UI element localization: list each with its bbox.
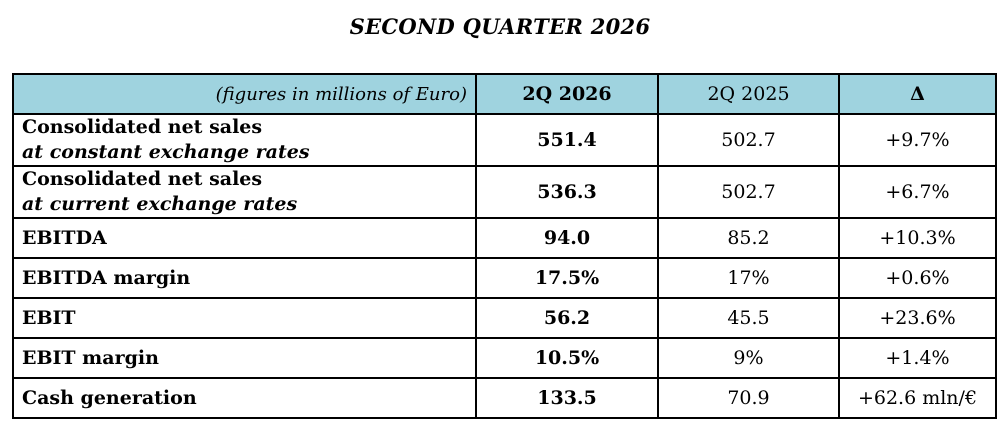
row-label-main: Consolidated net sales	[22, 168, 263, 190]
previous-value: 85.2	[657, 217, 840, 259]
row-label: Consolidated net sales at current exchan…	[12, 165, 477, 219]
row-label: EBITDA margin	[12, 257, 477, 299]
header-units-label: (figures in millions of Euro)	[12, 73, 477, 115]
header-delta: Δ	[838, 73, 997, 115]
previous-value: 70.9	[657, 377, 840, 419]
previous-value: 45.5	[657, 297, 840, 339]
current-value: 94.0	[475, 217, 659, 259]
header-previous-period: 2Q 2025	[657, 73, 840, 115]
header-current-period: 2Q 2026	[475, 73, 659, 115]
row-label: EBIT margin	[12, 337, 477, 379]
row-label: EBIT	[12, 297, 477, 339]
delta-value: +1.4%	[838, 337, 997, 379]
current-value: 17.5%	[475, 257, 659, 299]
current-value: 10.5%	[475, 337, 659, 379]
delta-value: +0.6%	[838, 257, 997, 299]
table-row: Consolidated net sales at constant excha…	[12, 113, 997, 167]
table-row: Cash generation 133.5 70.9 +62.6 mln/€	[12, 377, 997, 419]
previous-value: 502.7	[657, 165, 840, 219]
previous-value: 502.7	[657, 113, 840, 167]
row-label: Cash generation	[12, 377, 477, 419]
table-row: Consolidated net sales at current exchan…	[12, 165, 997, 219]
current-value: 133.5	[475, 377, 659, 419]
table-row: EBITDA margin 17.5% 17% +0.6%	[12, 257, 997, 299]
table-row: EBIT margin 10.5% 9% +1.4%	[12, 337, 997, 379]
previous-value: 9%	[657, 337, 840, 379]
delta-value: +23.6%	[838, 297, 997, 339]
table-row: EBITDA 94.0 85.2 +10.3%	[12, 217, 997, 259]
table-header-row: (figures in millions of Euro) 2Q 2026 2Q…	[12, 73, 997, 115]
delta-value: +6.7%	[838, 165, 997, 219]
previous-value: 17%	[657, 257, 840, 299]
row-label: EBITDA	[12, 217, 477, 259]
delta-value: +9.7%	[838, 113, 997, 167]
row-label-sub: at current exchange rates	[22, 193, 298, 215]
current-value: 551.4	[475, 113, 659, 167]
row-label: Consolidated net sales at constant excha…	[12, 113, 477, 167]
row-label-sub: at constant exchange rates	[22, 141, 310, 163]
report-title: SECOND QUARTER 2026	[349, 14, 651, 39]
delta-value: +10.3%	[838, 217, 997, 259]
current-value: 536.3	[475, 165, 659, 219]
delta-value: +62.6 mln/€	[838, 377, 997, 419]
results-table: (figures in millions of Euro) 2Q 2026 2Q…	[12, 73, 997, 419]
current-value: 56.2	[475, 297, 659, 339]
table-row: EBIT 56.2 45.5 +23.6%	[12, 297, 997, 339]
row-label-main: Consolidated net sales	[22, 116, 263, 138]
